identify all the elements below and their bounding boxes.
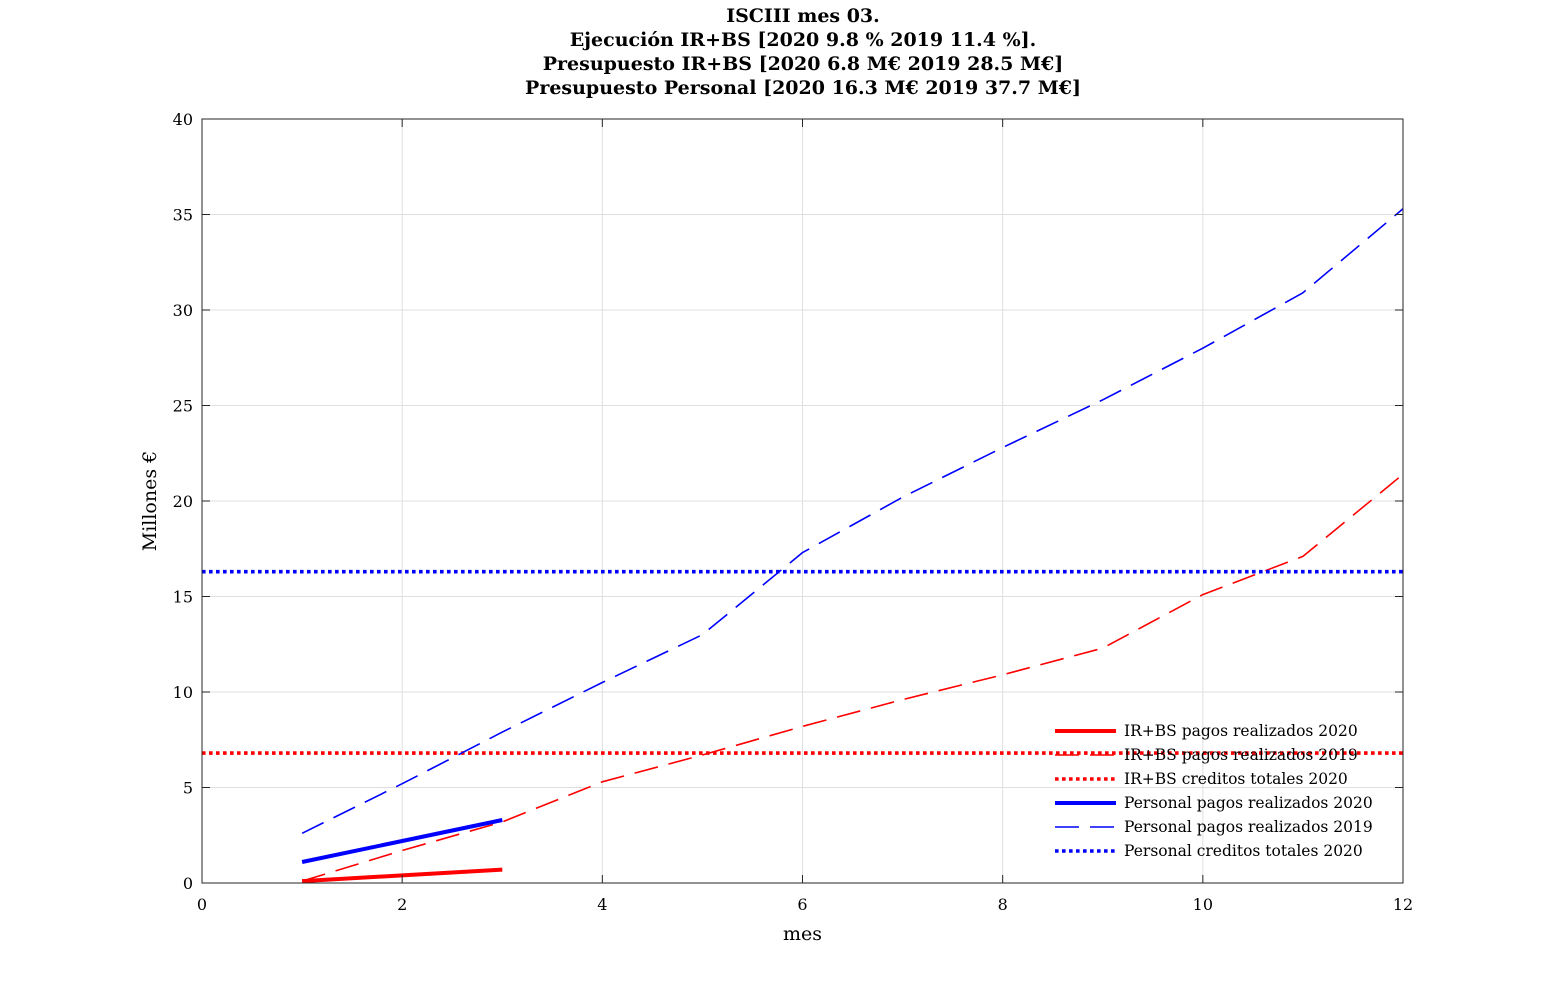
axis-ticks [201, 118, 1404, 884]
chart-title-block: ISCIII mes 03. Ejecución IR+BS [2020 9.8… [0, 4, 1550, 100]
x-tick-label: 8 [998, 895, 1008, 914]
y-axis-label: Millones € [139, 451, 161, 551]
y-tick-label: 35 [173, 206, 193, 225]
x-axis-label: mes [783, 923, 822, 945]
series-line-2 [301, 473, 1404, 882]
chart-title-line-4: Presupuesto Personal [2020 16.3 M€ 2019 … [525, 77, 1081, 99]
legend: IR+BS pagos realizados 2020 IR+BS pagos r… [1055, 722, 1373, 860]
y-tick-label: 5 [183, 779, 193, 798]
y-tick-label: 15 [173, 588, 193, 607]
legend-label-1: IR+BS pagos realizados 2020 [1124, 722, 1358, 740]
y-tick-label: 40 [173, 110, 193, 129]
y-tick-label: 25 [173, 397, 193, 416]
chart-title-line-2: Ejecución IR+BS [2020 9.8 % 2019 11.4 %]… [569, 29, 1037, 51]
series-group [202, 208, 1404, 884]
legend-label-4: Personal pagos realizados 2020 [1124, 794, 1373, 812]
series-line-5 [301, 208, 1404, 835]
tick-labels: 0 2 4 6 8 10 12 0 5 10 15 20 25 30 35 40 [173, 110, 1414, 914]
legend-label-5: Personal pagos realizados 2019 [1124, 818, 1373, 836]
x-tick-label: 2 [397, 895, 407, 914]
legend-label-2: IR+BS pagos realizados 2019 [1124, 746, 1358, 764]
y-tick-label: 20 [173, 492, 193, 511]
series-line-4 [301, 818, 503, 864]
x-tick-label: 6 [797, 895, 807, 914]
legend-label-6: Personal creditos totales 2020 [1124, 842, 1363, 860]
x-tick-label: 4 [597, 895, 607, 914]
y-tick-label: 0 [183, 874, 193, 893]
y-tick-label: 10 [173, 683, 193, 702]
x-tick-label: 0 [197, 895, 207, 914]
chart-title-line-3: Presupuesto IR+BS [2020 6.8 M€ 2019 28.5… [542, 53, 1064, 75]
x-tick-label: 10 [1193, 895, 1213, 914]
grid [202, 119, 1403, 883]
legend-label-3: IR+BS creditos totales 2020 [1124, 770, 1348, 788]
x-tick-label: 12 [1393, 895, 1413, 914]
chart-title-line-1: ISCIII mes 03. [726, 5, 880, 27]
y-tick-label: 30 [173, 301, 193, 320]
